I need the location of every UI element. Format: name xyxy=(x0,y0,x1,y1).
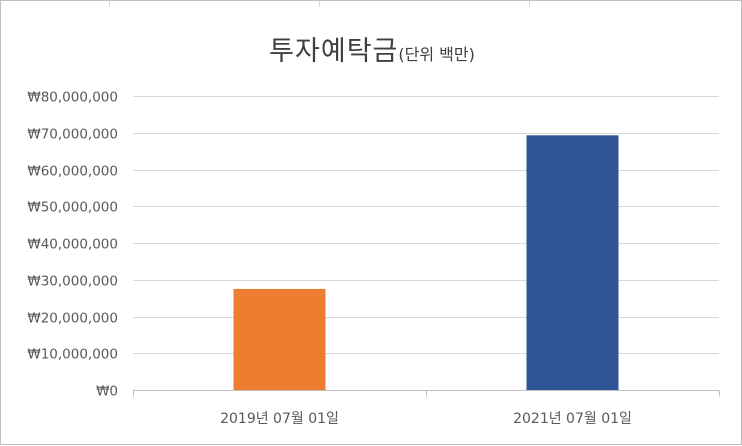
axes: ₩0 ₩10,000,000 ₩20,000,000 ₩30,000,000 ₩40,0… xyxy=(27,90,720,427)
y-tick-label: ₩50,000,000 xyxy=(27,200,118,216)
sheet-gridline xyxy=(529,1,530,7)
bars xyxy=(233,135,619,390)
sheet-gridline xyxy=(109,1,110,7)
sheet-gridline xyxy=(319,1,320,7)
y-tick-label: ₩10,000,000 xyxy=(27,347,118,363)
bar-1 xyxy=(233,288,326,390)
y-tick-label: ₩20,000,000 xyxy=(27,311,118,327)
bar-2 xyxy=(526,135,619,390)
y-tick-label: ₩30,000,000 xyxy=(27,274,118,290)
y-tick-label: ₩70,000,000 xyxy=(27,127,118,143)
y-tick-label: ₩80,000,000 xyxy=(27,90,118,106)
x-tick-label: 2019년 07월 01일 xyxy=(220,411,339,427)
y-tick-label: ₩40,000,000 xyxy=(27,237,118,253)
chart-title-unit: (단위 백만) xyxy=(398,45,475,64)
x-tick-label: 2021년 07월 01일 xyxy=(513,411,632,427)
chart-title-main: 투자예탁금 xyxy=(269,36,399,67)
y-tick-label: ₩60,000,000 xyxy=(27,164,118,180)
y-tick-label: ₩0 xyxy=(96,384,118,400)
chart-title: 투자예탁금(단위 백만) xyxy=(1,29,742,68)
gridlines xyxy=(133,96,719,354)
